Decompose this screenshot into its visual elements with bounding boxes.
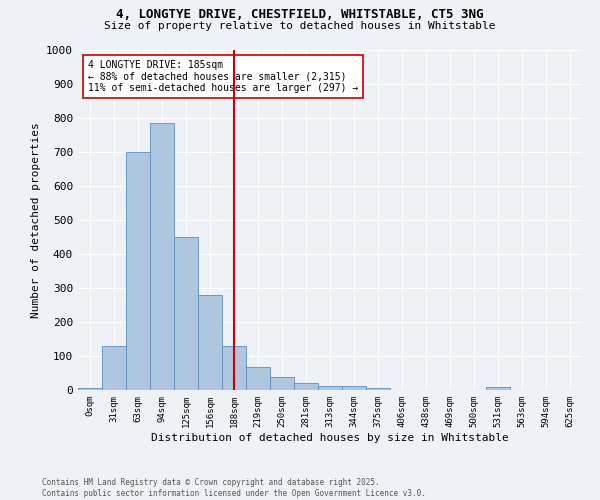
Text: 4, LONGTYE DRIVE, CHESTFIELD, WHITSTABLE, CT5 3NG: 4, LONGTYE DRIVE, CHESTFIELD, WHITSTABLE… — [116, 8, 484, 20]
Bar — [126, 152, 150, 390]
Bar — [222, 346, 246, 390]
Text: Contains HM Land Registry data © Crown copyright and database right 2025.
Contai: Contains HM Land Registry data © Crown c… — [42, 478, 426, 498]
X-axis label: Distribution of detached houses by size in Whitstable: Distribution of detached houses by size … — [151, 432, 509, 442]
Bar — [78, 388, 102, 390]
Bar — [102, 346, 126, 390]
Bar — [198, 295, 222, 390]
Bar — [366, 388, 390, 390]
Bar — [342, 386, 366, 390]
Bar — [318, 386, 342, 390]
Bar — [486, 388, 510, 390]
Text: 4 LONGTYE DRIVE: 185sqm
← 88% of detached houses are smaller (2,315)
11% of semi: 4 LONGTYE DRIVE: 185sqm ← 88% of detache… — [88, 60, 358, 94]
Y-axis label: Number of detached properties: Number of detached properties — [31, 122, 41, 318]
Text: Size of property relative to detached houses in Whitstable: Size of property relative to detached ho… — [104, 21, 496, 31]
Bar — [246, 367, 270, 390]
Bar — [270, 377, 294, 390]
Bar — [150, 123, 174, 390]
Bar — [294, 382, 318, 390]
Bar — [174, 237, 198, 390]
